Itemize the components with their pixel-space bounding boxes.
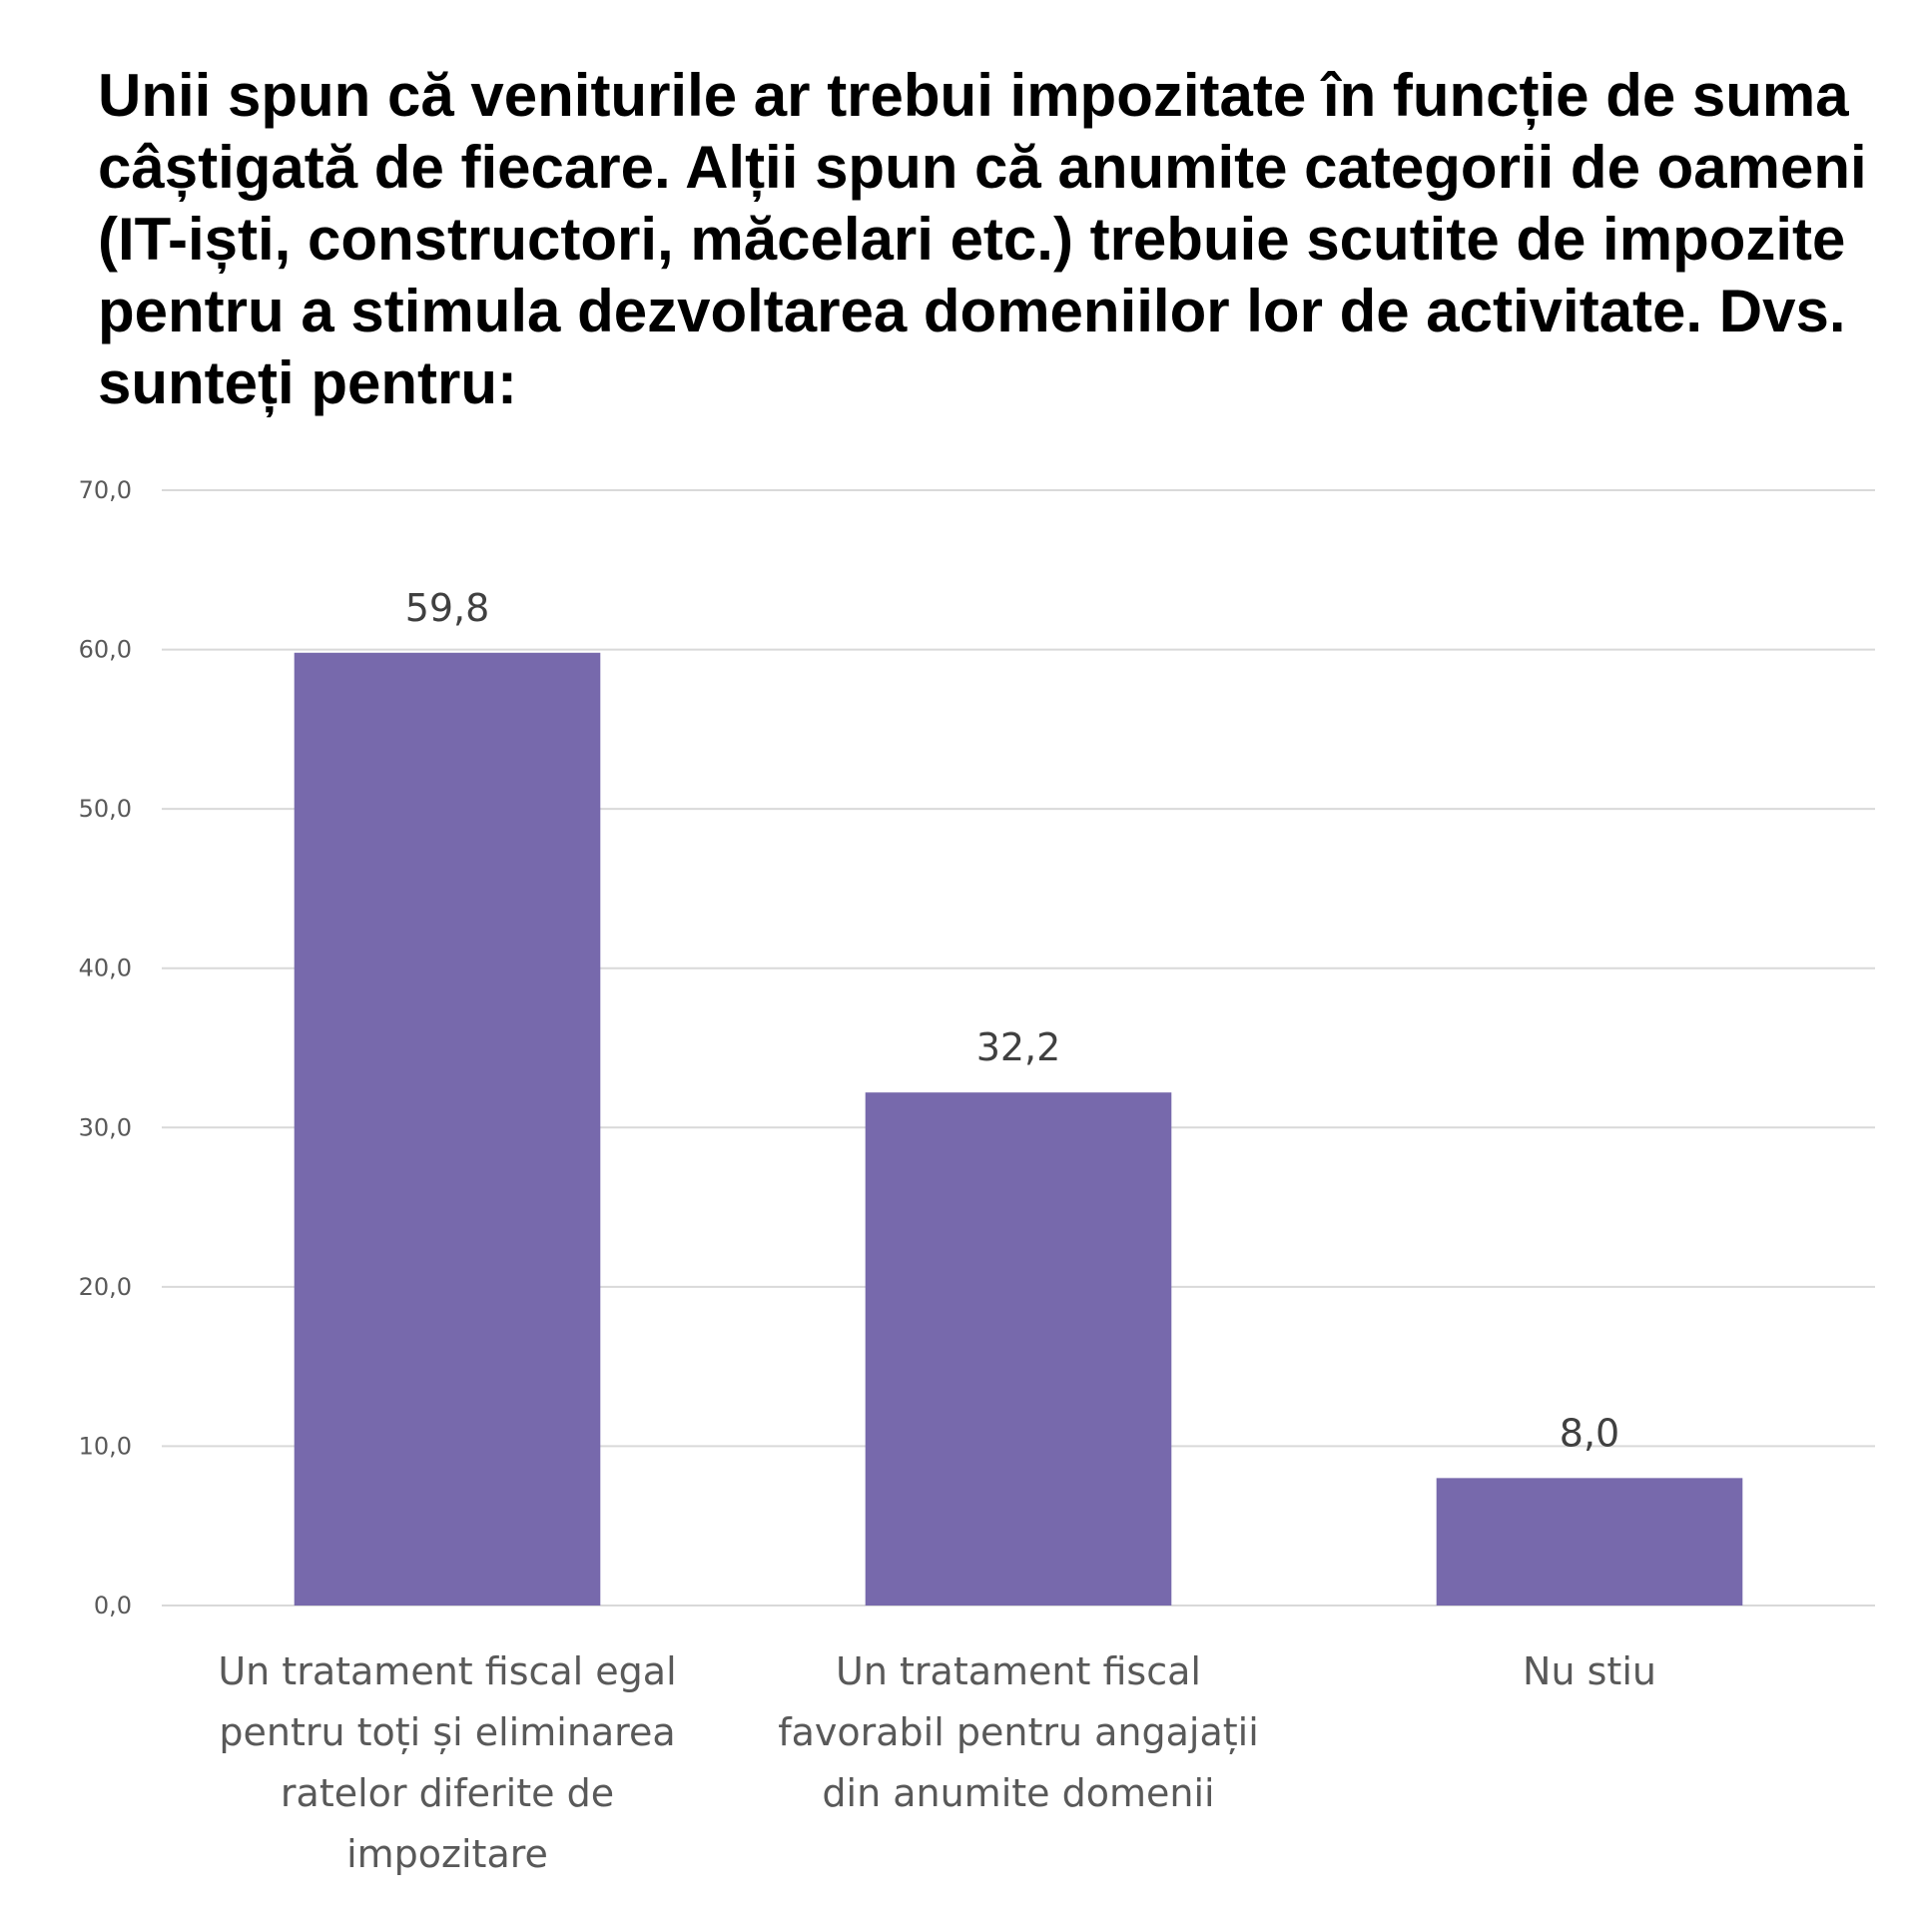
x-axis-category-labels: Un tratament fiscal egal pentru toți și e…: [218, 1649, 1656, 1876]
chart-title: Unii spun că veniturile ar trebui impozi…: [98, 62, 1867, 416]
y-tick-label: 40,0: [79, 955, 132, 982]
y-tick-label: 10,0: [79, 1432, 132, 1460]
data-label: 32,2: [976, 1025, 1061, 1069]
category-label-line: favorabil pentru angajații: [778, 1710, 1259, 1754]
data-label: 59,8: [405, 586, 490, 630]
category-label-line: Un tratament fiscal: [836, 1649, 1201, 1693]
y-tick-label: 0,0: [94, 1592, 132, 1619]
bars: [294, 652, 1743, 1606]
y-tick-label: 30,0: [79, 1113, 132, 1141]
category-label-line: impozitare: [346, 1832, 548, 1876]
category-label: Un tratament fiscal favorabil pentru anga…: [778, 1649, 1259, 1815]
y-tick-label: 20,0: [79, 1273, 132, 1301]
category-label-line: Un tratament fiscal egal: [218, 1649, 676, 1693]
bar: [1436, 1478, 1743, 1606]
y-axis-tick-labels: 0,0 10,0 20,0 30,0 40,0 50,0 60,0 70,0: [79, 476, 132, 1619]
category-label-line: ratelor diferite de: [281, 1771, 614, 1815]
category-label-line: pentru toți și eliminarea: [219, 1710, 675, 1754]
category-label: Un tratament fiscal egal pentru toți și e…: [218, 1649, 676, 1876]
data-label: 8,0: [1560, 1411, 1619, 1455]
y-tick-label: 70,0: [79, 476, 132, 504]
category-label-line: din anumite domenii: [822, 1771, 1214, 1815]
category-label-line: Nu stiu: [1523, 1649, 1656, 1693]
data-labels: 59,8 32,2 8,0: [405, 586, 1620, 1456]
y-tick-label: 60,0: [79, 636, 132, 664]
y-tick-label: 50,0: [79, 795, 132, 823]
category-label: Nu stiu: [1523, 1649, 1656, 1693]
bar: [865, 1092, 1172, 1606]
bar: [294, 652, 601, 1606]
